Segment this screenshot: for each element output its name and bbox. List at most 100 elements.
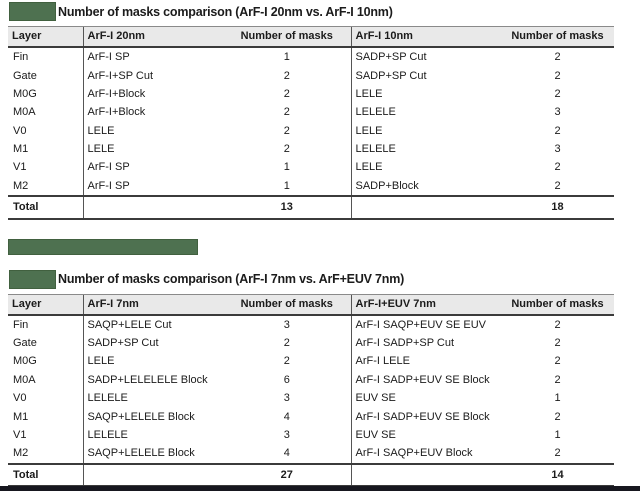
table-row: Gate ArF-I+SP Cut 2 SADP+SP Cut 2 [8,66,614,85]
table-row: V0 LELE 2 LELE 2 [8,121,614,140]
column-header-masks-left: Number of masks [223,26,351,48]
table-header-row: Layer ArF-I 20nm Number of masks ArF-I 1… [8,26,614,48]
process-right-cell: LELE [350,121,501,140]
masks-right-cell: 2 [554,51,561,64]
masks-right-cell: 2 [554,410,561,423]
layer-cell: M1 [13,143,29,156]
layer-cell: Gate [13,337,37,350]
masks-left-cell: 2 [283,69,290,82]
masks-left-cell: 4 [283,447,290,460]
masks-left-cell: 6 [283,373,290,386]
process-left-cell: ArF-I SP [82,176,223,196]
process-right-cell: ArF-I SAQP+EUV SE EUV [350,314,501,334]
table-row: M2 SAQP+LELELE Block 4 ArF-I SAQP+EUV Block… [8,444,614,464]
masks-left-cell: 3 [283,428,290,441]
masks-right-cell: 1 [554,392,561,405]
process-right-cell: EUV SE [350,389,501,408]
process-left-cell: ArF-I SP [82,158,223,177]
process-right-cell: LELE [350,84,501,104]
masks-right-cell: 2 [554,337,561,350]
process-left-cell: ArF-I+Block [82,84,223,104]
masks-table-2: Layer ArF-I 7nm Number of masks ArF-I+EU… [8,293,614,488]
masks-right-cell: 3 [554,143,561,156]
table-row: M0G ArF-I+Block 2 LELE 2 [8,84,614,104]
masks-right-cell: 1 [554,428,561,441]
total-value: 27 [223,462,351,487]
layer-cell: V1 [13,161,27,174]
column-header-masks-right: Number of masks [501,293,614,316]
masks-left-cell: 4 [283,410,290,423]
table-row: M1 LELE 2 LELELE 3 [8,139,614,159]
process-right-cell: SADP+SP Cut [350,66,501,85]
column-header-process-left: ArF-I 7nm [82,293,223,316]
total-value: 13 [223,195,351,220]
masks-table-1: Layer ArF-I 20nm Number of masks ArF-I 1… [8,26,614,220]
masks-right-cell: 2 [554,373,561,386]
process-right-cell: ArF-I SAQP+EUV Block [350,444,501,464]
masks-right-cell: 2 [554,447,561,460]
redaction-box [9,269,56,289]
table1-title: Number of masks comparison (ArF-I 20nm v… [58,4,393,19]
column-header-process-left: ArF-I 20nm [82,26,223,48]
masks-right-cell: 2 [554,355,561,368]
process-left-cell: SADP+LELELELE Block [82,370,223,389]
page-bottom-rule [0,486,640,491]
table-row: Gate SADP+SP Cut 2 ArF-I SADP+SP Cut 2 [8,333,614,353]
layer-cell: M1 [13,410,29,423]
layer-cell: V0 [13,392,27,405]
column-header-process-right: ArF-I 10nm [350,26,501,48]
process-right-cell: SADP+Block [350,176,501,196]
table-row: M2 ArF-I SP 1 SADP+Block 2 [8,176,614,196]
process-left-cell: SAQP+LELELE Block [82,444,223,464]
table-header-row: Layer ArF-I 7nm Number of masks ArF-I+EU… [8,293,614,316]
table-row: Fin ArF-I SP 1 SADP+SP Cut 2 [8,47,614,67]
process-left-cell: ArF-I+Block [82,103,223,122]
masks-right-cell: 2 [554,318,561,331]
empty-cell [350,462,501,487]
layer-cell: M0A [13,106,36,119]
process-right-cell: LELELE [350,139,501,159]
masks-left-cell: 1 [283,161,290,174]
total-row: Total 13 18 [8,195,614,220]
process-right-cell: ArF-I LELE [350,352,501,371]
total-value: 18 [501,195,614,220]
process-left-cell: SAQP+LELELE Block [82,407,223,426]
total-row: Total 27 14 [8,462,614,487]
table-body: Fin SAQP+LELE Cut 3 ArF-I SAQP+EUV SE EUV 2 G… [8,314,614,487]
redaction-box [9,2,56,21]
table1-caption-row: Number of masks comparison (ArF-I 20nm v… [9,0,640,21]
process-right-cell: LELE [350,158,501,177]
masks-right-cell: 2 [554,87,561,100]
total-label: Total [8,195,83,220]
layer-cell: M0G [13,87,37,100]
process-right-cell: EUV SE [350,425,501,445]
empty-cell [82,195,223,220]
table-row: V1 ArF-I SP 1 LELE 2 [8,158,614,177]
redaction-bar [8,238,198,255]
table-row: M1 SAQP+LELELE Block 4 ArF-I SADP+EUV SE Bl… [8,407,614,426]
table2-title: Number of masks comparison (ArF-I 7nm vs… [58,272,405,286]
layer-cell: V0 [13,124,27,137]
masks-left-cell: 2 [283,124,290,137]
column-header-masks-right: Number of masks [501,26,614,48]
masks-right-cell: 2 [554,161,561,174]
masks-left-cell: 2 [283,87,290,100]
table-body: Fin ArF-I SP 1 SADP+SP Cut 2 Gate ArF-I+SP Cut… [8,47,614,220]
table2-caption-row: Number of masks comparison (ArF-I 7nm vs… [9,269,640,289]
total-value: 14 [501,462,614,487]
masks-right-cell: 3 [554,106,561,119]
masks-left-cell: 3 [283,392,290,405]
process-right-cell: LELELE [350,103,501,122]
process-right-cell: ArF-I SADP+EUV SE Block [350,370,501,389]
empty-cell [350,195,501,220]
table-row: Fin SAQP+LELE Cut 3 ArF-I SAQP+EUV SE EUV 2 [8,314,614,334]
layer-cell: M0A [13,373,36,386]
table-row: V1 LELELE 3 EUV SE 1 [8,425,614,445]
masks-right-cell: 2 [554,124,561,137]
masks-right-cell: 2 [554,69,561,82]
masks-left-cell: 2 [283,106,290,119]
process-left-cell: LELELE [82,425,223,445]
table-row: V0 LELELE 3 EUV SE 1 [8,389,614,408]
process-left-cell: ArF-I SP [82,47,223,67]
